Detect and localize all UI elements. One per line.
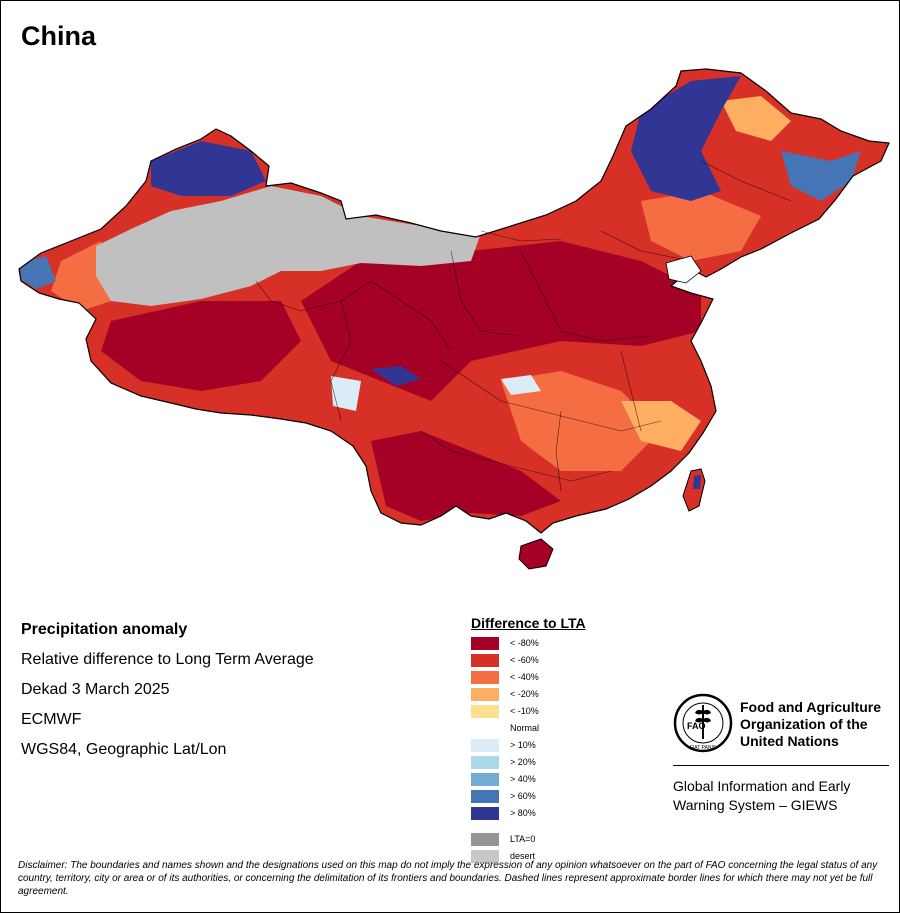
wet-area-sichuan — [371, 366, 421, 386]
boundary-heilongjiang-jilin — [700, 160, 792, 202]
anomaly-fill-layer — [19, 69, 889, 533]
boundary-inner-mongolia — [600, 230, 692, 262]
boundary-hebei-henan — [520, 250, 652, 342]
legend-swatch — [471, 756, 499, 769]
island-taiwan — [682, 468, 706, 512]
fao-logo-icon: FAO FIAT PANIS — [673, 693, 733, 753]
boundary-yangtze — [440, 360, 662, 432]
boundary-mongolia-border — [480, 230, 562, 242]
time-period: Dekad 3 March 2025 — [21, 681, 170, 698]
legend-normal-label: Normal — [510, 723, 540, 733]
moderate-dry-area-northeast — [721, 96, 791, 141]
wet-area-far-northeast — [781, 151, 861, 201]
fao-logo-motto: FIAT PANIS — [690, 745, 717, 751]
map-info-block: Precipitation anomaly Relative differenc… — [21, 621, 314, 771]
deep-dry-area-tibet — [101, 301, 301, 391]
legend-label: > 40% — [510, 774, 536, 784]
giews-name-line-1: Global Information and Early — [673, 778, 851, 794]
boundary-tibet-sichuan — [330, 300, 352, 422]
product-name: Precipitation anomaly — [21, 621, 188, 638]
legend-swatch — [471, 637, 499, 650]
island-hainan — [518, 538, 554, 570]
legend-label: > 20% — [510, 757, 536, 767]
projection: WGS84, Geographic Lat/Lon — [21, 741, 227, 758]
boundary-north-central — [450, 250, 522, 337]
boundary-hunan-jiangxi — [555, 410, 562, 492]
desert-area — [96, 186, 481, 306]
deep-dry-area-central — [301, 241, 701, 401]
legend-swatch — [471, 739, 499, 752]
legend-label: < -60% — [510, 655, 539, 665]
legend-swatch — [471, 688, 499, 701]
near-normal-area-southwest — [331, 376, 361, 411]
moderate-dry-area-coast — [621, 401, 701, 451]
legend-title: Difference to LTA — [471, 615, 586, 631]
disclaimer: Disclaimer: The boundaries and names sho… — [18, 860, 878, 897]
product-description: Relative difference to Long Term Average — [21, 651, 314, 668]
legend-label: LTA=0 — [510, 834, 536, 844]
province-boundaries — [255, 160, 792, 492]
legend-swatch — [471, 850, 499, 863]
legend-swatch — [471, 654, 499, 667]
organization-name-line-2: Organization of the — [740, 716, 868, 732]
map-title: China — [21, 21, 97, 51]
legend-label: > 60% — [510, 791, 536, 801]
data-source: ECMWF — [21, 711, 82, 728]
dry-area-northeast — [641, 191, 761, 261]
legend-swatch — [471, 773, 499, 786]
legend-swatch — [471, 790, 499, 803]
legend-swatch — [471, 705, 499, 718]
boundary-qinghai-gansu — [370, 280, 452, 352]
boundary-xinjiang-tibet — [255, 280, 372, 312]
legend-label: > 10% — [510, 740, 536, 750]
legend: Difference to LTA < -80% < -60% < -40% <… — [471, 615, 621, 863]
wet-area-northeast — [631, 76, 741, 201]
legend-label: desert — [510, 851, 536, 861]
organization-name: Food and Agriculture Organization of the… — [740, 699, 899, 750]
legend-label: < -10% — [510, 706, 539, 716]
bohai-sea — [665, 255, 702, 284]
wet-area-northwest — [151, 141, 266, 196]
legend-label: > 80% — [510, 808, 536, 818]
legend-swatch — [471, 833, 499, 846]
near-normal-area-central — [501, 375, 541, 395]
legend-swatch — [471, 671, 499, 684]
organization-name-line-3: United Nations — [740, 733, 839, 749]
legend-label: < -40% — [510, 672, 539, 682]
legend-swatch — [471, 807, 499, 820]
giews-name: Global Information and Early Warning Sys… — [673, 777, 893, 815]
deep-dry-area-south — [371, 431, 561, 521]
giews-name-line-2: Warning System – GIEWS — [673, 797, 838, 813]
wet-area-taiwan — [693, 475, 701, 489]
fao-logo-letters: FAO — [687, 721, 706, 731]
boundary-south — [420, 430, 612, 482]
organization-name-line-1: Food and Agriculture — [740, 699, 882, 715]
branding-divider — [673, 765, 889, 766]
legend-label: < -80% — [510, 638, 539, 648]
boundary-anhui — [620, 350, 642, 432]
wet-area-far-west — [21, 256, 56, 289]
legend-label: < -20% — [510, 689, 539, 699]
